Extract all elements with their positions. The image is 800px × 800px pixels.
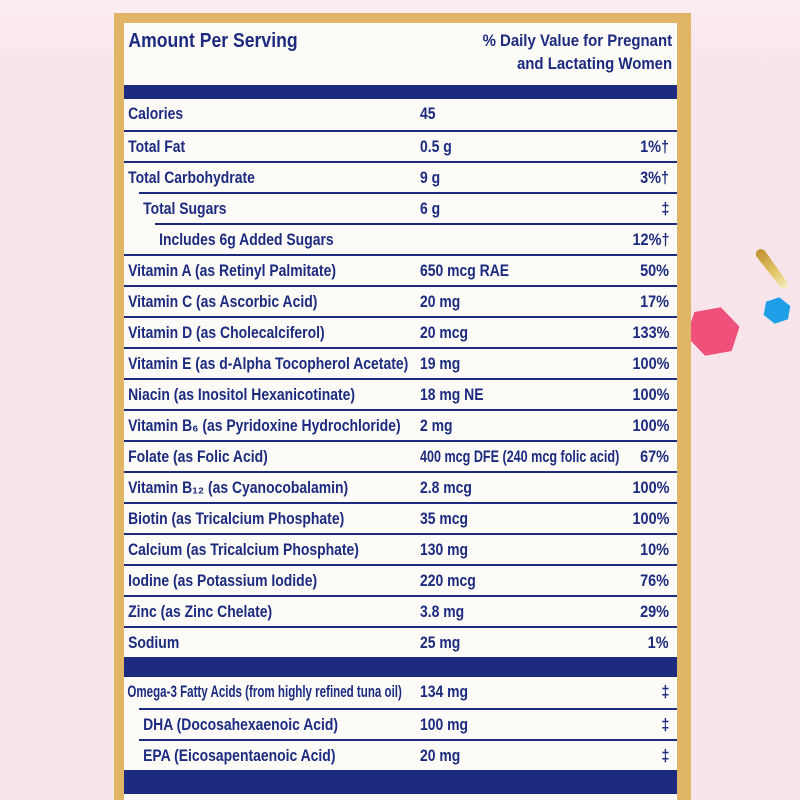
nutrient-dv: ‡ [660,682,669,701]
nutrient-amount: 0.5 g [420,137,452,156]
nutrient-dv: 100% [632,385,669,404]
nutrient-amount: 400 mcg DFE (240 mcg folic acid) [420,447,620,466]
nutrient-name: Vitamin B₆ (as Pyridoxine Hydrochloride) [128,416,401,435]
nutrient-name: Vitamin B₁₂ (as Cyanocobalamin) [128,478,349,497]
nutrient-name: Vitamin D (as Cholecalciferol) [128,323,325,342]
nutrient-dv: 17% [640,292,669,311]
nutrient-name: Vitamin C (as Ascorbic Acid) [128,292,318,311]
nutrient-dv: 133% [632,323,669,342]
divider-bar-top [124,85,677,99]
nutrient-amount: 25 mg [420,633,461,652]
nutrient-name: DHA (Docosahexaenoic Acid) [143,715,339,734]
nutrient-dv: 29% [640,602,669,621]
nutrient-row: Iodine (as Potassium Iodide) 220 mcg 76% [124,564,677,595]
omega-table: Omega-3 Fatty Acids (from highly refined… [124,677,677,770]
nutrient-dv: 100% [632,509,669,528]
nutrient-row: Calcium (as Tricalcium Phosphate) 130 mg 1… [124,533,677,564]
nutrient-dv: 10% [640,540,669,559]
nutrient-amount: 220 mcg [420,571,476,590]
nutrient-dv: 100% [632,354,669,373]
nutrient-amount: 9 g [420,168,441,187]
nutrient-amount: 20 mg [420,292,461,311]
nutrient-name: Zinc (as Zinc Chelate) [128,602,273,621]
nutrient-name: Total Fat [128,137,186,156]
divider-bar-bottom [124,770,677,794]
nutrient-dv: 76% [640,571,669,590]
nutrient-dv: ‡ [660,199,669,218]
nutrient-row: Biotin (as Tricalcium Phosphate) 35 mcg 10… [124,502,677,533]
nutrient-row: Calories 45 [124,99,677,130]
nutrient-row: Total Carbohydrate 9 g 3%† [124,161,677,192]
nutrient-row: Total Sugars 6 g ‡ [139,192,677,223]
nutrient-amount: 35 mcg [420,509,469,528]
nutrient-dv: 100% [632,416,669,435]
amount-per-serving-heading: Amount Per Serving [128,30,298,52]
nutrient-row: EPA (Eicosapentaenoic Acid) 20 mg ‡ [139,739,677,770]
nutrient-amount: 20 mg [420,746,461,765]
nutrient-row: Vitamin E (as d-Alpha Tocopherol Acetate… [124,347,677,378]
blue-hexagon-decoration [761,295,793,326]
nutrient-row: Zinc (as Zinc Chelate) 3.8 mg 29% [124,595,677,626]
nutrient-amount: 19 mg [420,354,461,373]
label-header: Amount Per Serving % Daily Value for Pre… [124,23,677,85]
nutrient-name: Vitamin E (as d-Alpha Tocopherol Acetate… [128,354,409,373]
nutrient-row: Niacin (as Inositol Hexanicotinate) 18 mg… [124,378,677,409]
nutrient-amount: 100 mg [420,715,469,734]
nutrient-dv: ‡ [660,746,669,765]
nutrient-row: DHA (Docosahexaenoic Acid) 100 mg ‡ [139,708,677,739]
nutrient-dv: 1% [648,633,669,652]
daily-value-heading: % Daily Value for Pregnant and Lactating… [482,30,677,76]
nutrient-amount: 650 mcg RAE [420,261,510,280]
nutrient-amount: 3.8 mg [420,602,465,621]
nutrient-name: Total Sugars [143,199,227,218]
nutrient-amount: 2 mg [420,416,453,435]
daily-value-heading-line1: % Daily Value for Pregnant [482,31,672,50]
nutrient-row: Vitamin B₆ (as Pyridoxine Hydrochloride)… [124,409,677,440]
nutrient-name: Vitamin A (as Retinyl Palmitate) [128,261,336,280]
nutrient-row: Omega-3 Fatty Acids (from highly refined… [124,677,677,708]
nutrient-amount: 20 mcg [420,323,469,342]
nutrient-name: Includes 6g Added Sugars [159,230,334,249]
nutrient-name: Omega-3 Fatty Acids (from highly refined… [127,682,402,701]
nutrient-amount: 134 mg [420,682,469,701]
nutrients-table: Calories 45 Total Fat 0.5 g 1%† Total Carbohy… [124,99,677,657]
nutrient-row: Vitamin A (as Retinyl Palmitate) 650 mcg … [124,254,677,285]
nutrient-dv: 67% [640,447,669,466]
nutrient-amount: 130 mg [420,540,469,559]
nutrient-row: Vitamin D (as Cholecalciferol) 20 mcg 133% [124,316,677,347]
nutrient-row: Includes 6g Added Sugars 12%† [155,223,677,254]
nutrient-name: Folate (as Folic Acid) [128,447,268,466]
nutrient-dv: 100% [632,478,669,497]
nutrient-name: Total Carbohydrate [128,168,255,187]
nutrient-amount: 45 [420,104,436,123]
nutrient-row: Vitamin C (as Ascorbic Acid) 20 mg 17% [124,285,677,316]
nutrient-row: Sodium 25 mg 1% [124,626,677,657]
nutrient-dv: 50% [640,261,669,280]
nutrient-dv: ‡ [660,715,669,734]
nutrient-dv: 12%† [632,230,669,249]
nutrient-name: Niacin (as Inositol Hexanicotinate) [128,385,356,404]
nutrient-name: Iodine (as Potassium Iodide) [128,571,318,590]
divider-bar-middle [124,657,677,677]
nutrient-amount: 6 g [420,199,441,218]
nutrient-name: Sodium [128,633,180,652]
supplement-facts-label: Amount Per Serving % Daily Value for Pre… [114,13,691,800]
nutrient-row: Folate (as Folic Acid) 400 mcg DFE (240 m… [124,440,677,471]
nutrient-name: EPA (Eicosapentaenoic Acid) [143,746,336,765]
nutrient-dv: 3%† [640,168,669,187]
nutrient-row: Total Fat 0.5 g 1%† [124,130,677,161]
nutrient-row: Vitamin B₁₂ (as Cyanocobalamin) 2.8 mcg 10… [124,471,677,502]
nutrient-dv: 1%† [640,137,669,156]
nutrient-name: Calories [128,104,184,123]
nutrient-amount: 2.8 mcg [420,478,472,497]
daily-value-heading-line2: and Lactating Women [516,53,672,73]
nutrient-name: Biotin (as Tricalcium Phosphate) [128,509,345,528]
nutrient-amount: 18 mg NE [420,385,484,404]
nutrient-name: Calcium (as Tricalcium Phosphate) [128,540,359,559]
